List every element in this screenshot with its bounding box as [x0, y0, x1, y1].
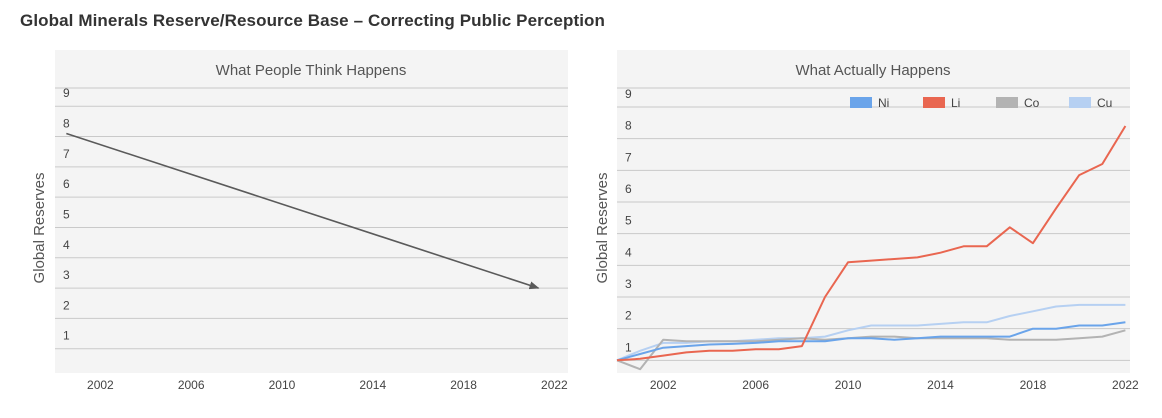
legend-swatch-cu [1069, 97, 1091, 108]
y-tick-label: 3 [625, 277, 632, 291]
series-line-ni [616, 321, 1126, 362]
legend-label-li: Li [951, 96, 960, 110]
series-line-li [616, 125, 1127, 362]
left-gridlines [55, 87, 568, 350]
y-tick-label: 9 [63, 86, 70, 100]
legend-swatch-ni [850, 97, 872, 108]
right-y-tick-labels: 1 2 3 4 5 6 7 8 9 [625, 87, 632, 354]
right-plot-background [617, 50, 1130, 373]
x-tick-label: 2022 [1112, 378, 1139, 392]
right-legend: Ni Li Co Cu [850, 96, 1112, 110]
right-x-tick-labels: 2002 2006 2010 2014 2018 2022 [650, 378, 1139, 392]
x-tick-label: 2006 [742, 378, 769, 392]
legend-label-ni: Ni [878, 96, 889, 110]
left-plot-background [55, 50, 568, 373]
y-tick-label: 2 [625, 309, 632, 323]
legend-label-cu: Cu [1097, 96, 1112, 110]
right-chart: What Actually Happens 1 2 3 4 5 6 7 8 9 2002 2006… [594, 50, 1139, 392]
y-tick-label: 8 [625, 119, 632, 133]
perception-trend-arrow [66, 132, 540, 290]
left-series-group [66, 132, 540, 290]
y-tick-label: 5 [625, 214, 632, 228]
y-tick-label: 8 [63, 117, 70, 131]
left-y-tick-labels: 1 2 3 4 5 6 7 8 9 [63, 86, 70, 343]
left-chart: What People Think Happens 1 2 3 4 5 6 7 8 9 2002… [31, 50, 568, 392]
y-tick-label: 6 [63, 177, 70, 191]
y-tick-label: 4 [625, 245, 632, 259]
x-tick-label: 2022 [541, 378, 568, 392]
page-title: Global Minerals Reserve/Resource Base – … [20, 11, 606, 30]
x-tick-label: 2010 [835, 378, 862, 392]
legend-swatch-co [996, 97, 1018, 108]
right-y-axis-label: Global Reserves [594, 173, 611, 284]
left-y-axis-label: Global Reserves [31, 173, 48, 284]
left-x-tick-labels: 2002 2006 2010 2014 2018 2022 [87, 378, 568, 392]
y-tick-label: 1 [625, 340, 632, 354]
x-tick-label: 2006 [178, 378, 205, 392]
x-tick-label: 2014 [359, 378, 386, 392]
legend-swatch-li [923, 97, 945, 108]
y-tick-label: 7 [63, 147, 70, 161]
x-tick-label: 2018 [450, 378, 477, 392]
x-tick-label: 2002 [650, 378, 677, 392]
y-tick-label: 3 [63, 268, 70, 282]
legend-label-co: Co [1024, 96, 1040, 110]
y-tick-label: 5 [63, 207, 70, 221]
right-chart-title: What Actually Happens [795, 62, 950, 79]
y-tick-label: 4 [63, 238, 70, 252]
x-tick-label: 2014 [927, 378, 954, 392]
x-tick-label: 2002 [87, 378, 114, 392]
right-series-group [616, 125, 1127, 371]
y-tick-label: 7 [625, 150, 632, 164]
series-line-co [616, 329, 1126, 371]
x-tick-label: 2018 [1020, 378, 1047, 392]
y-tick-label: 1 [63, 329, 70, 343]
y-tick-label: 2 [63, 298, 70, 312]
y-tick-label: 6 [625, 182, 632, 196]
left-chart-title: What People Think Happens [216, 62, 407, 79]
x-tick-label: 2010 [269, 378, 296, 392]
y-tick-label: 9 [625, 87, 632, 101]
